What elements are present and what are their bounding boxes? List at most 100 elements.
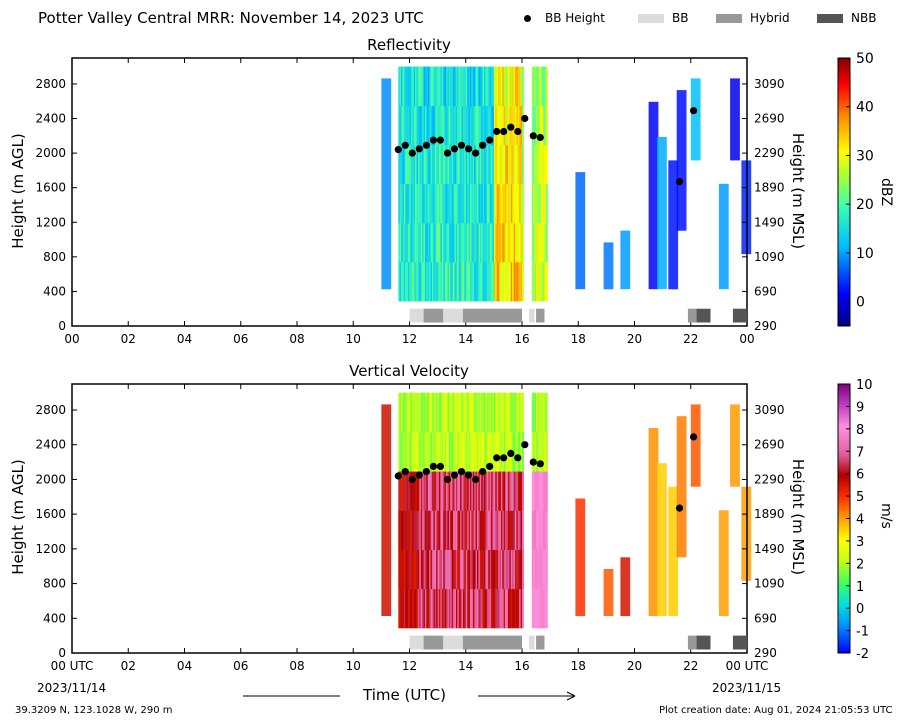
field-cell	[498, 392, 500, 433]
field-cell	[440, 471, 443, 511]
field-cell	[481, 222, 484, 263]
field-cell	[453, 66, 455, 107]
field-cell	[513, 431, 516, 472]
field-cell	[440, 431, 443, 472]
field-cell	[505, 261, 507, 302]
field-cell	[440, 549, 443, 590]
field-cell	[410, 471, 413, 511]
field-cell	[434, 66, 437, 107]
field-cell	[405, 183, 408, 224]
field-cell	[505, 549, 507, 590]
field-cell	[439, 222, 441, 263]
y2-tick-label: 2690	[754, 112, 785, 126]
field-cell	[462, 431, 465, 472]
field-cell	[513, 549, 516, 590]
field-cell	[544, 105, 547, 146]
field-cell	[398, 549, 401, 590]
field-cell	[519, 588, 522, 629]
field-cell	[440, 183, 443, 224]
field-strip	[603, 569, 614, 616]
field-cell	[489, 510, 492, 550]
field-cell	[413, 471, 416, 511]
field-cell	[405, 66, 408, 107]
field-cell	[465, 471, 468, 511]
field-cell	[510, 261, 513, 302]
field-strip	[718, 183, 729, 290]
field-cell	[488, 144, 491, 185]
field-cell	[398, 588, 401, 629]
field-cell	[415, 431, 417, 472]
x-tick-label: 14	[458, 659, 473, 673]
field-strip	[730, 78, 740, 161]
field-cell	[399, 588, 402, 629]
field-cell	[455, 588, 458, 629]
field-cell	[402, 144, 405, 185]
field-cell	[451, 261, 454, 302]
field-cell	[416, 588, 419, 629]
field-cell	[498, 222, 500, 263]
field-cell	[475, 261, 478, 302]
field-cell	[468, 183, 471, 224]
field-cell	[467, 431, 470, 472]
field-cell	[408, 222, 410, 263]
field-cell	[543, 588, 545, 629]
colorbar-tick-label: 5	[856, 490, 864, 505]
field-cell	[496, 183, 499, 224]
field-cell	[401, 144, 403, 185]
field-cell	[439, 144, 441, 185]
field-cell	[536, 183, 538, 224]
field-cell	[544, 431, 547, 472]
field-cell	[441, 392, 444, 433]
velocity-title: Vertical Velocity	[349, 362, 469, 380]
y2-tick-label: 3090	[754, 77, 785, 91]
field-cell	[451, 144, 454, 185]
field-cell	[519, 261, 522, 302]
nbb-swatch-icon	[817, 14, 843, 23]
field-cell	[422, 261, 425, 302]
field-cell	[436, 471, 439, 511]
field-cell	[427, 588, 430, 629]
field-cell	[517, 549, 520, 590]
field-cell	[420, 183, 423, 224]
field-cell	[488, 66, 491, 107]
colorbar-label-ms: m/s	[878, 503, 894, 529]
field-cell	[447, 510, 450, 550]
bb-type-segment	[462, 635, 522, 650]
y2-tick-label: 3090	[754, 403, 785, 417]
field-cell	[408, 144, 410, 185]
field-cell	[492, 144, 495, 185]
field-cell	[433, 222, 436, 263]
bb-type-segment	[536, 308, 545, 323]
field-strip	[718, 510, 729, 617]
field-cell	[405, 392, 408, 433]
bb-type-segment	[687, 308, 697, 323]
field-cell	[488, 105, 491, 146]
field-cell	[446, 144, 448, 185]
field-cell	[484, 144, 486, 185]
field-cell	[443, 392, 446, 433]
field-cell	[409, 105, 412, 146]
field-cell	[468, 588, 471, 629]
field-cell	[429, 431, 432, 472]
end-date-label: 2023/11/15	[712, 681, 782, 695]
field-cell	[482, 510, 485, 550]
field-cell	[432, 144, 434, 185]
field-cell	[425, 471, 427, 511]
field-cell	[517, 183, 520, 224]
field-cell	[417, 510, 420, 550]
field-cell	[439, 105, 441, 146]
field-cell	[536, 392, 538, 433]
field-cell	[413, 510, 416, 550]
field-cell	[531, 471, 534, 511]
field-cell	[467, 549, 470, 590]
field-cell	[507, 588, 510, 629]
field-cell	[448, 510, 451, 550]
field-cell	[509, 66, 512, 107]
field-cell	[416, 471, 419, 511]
field-cell	[477, 222, 479, 263]
field-cell	[465, 183, 468, 224]
field-cell	[417, 144, 420, 185]
y-tick-label: 400	[43, 611, 66, 625]
field-cell	[517, 144, 520, 185]
field-cell	[522, 222, 524, 263]
